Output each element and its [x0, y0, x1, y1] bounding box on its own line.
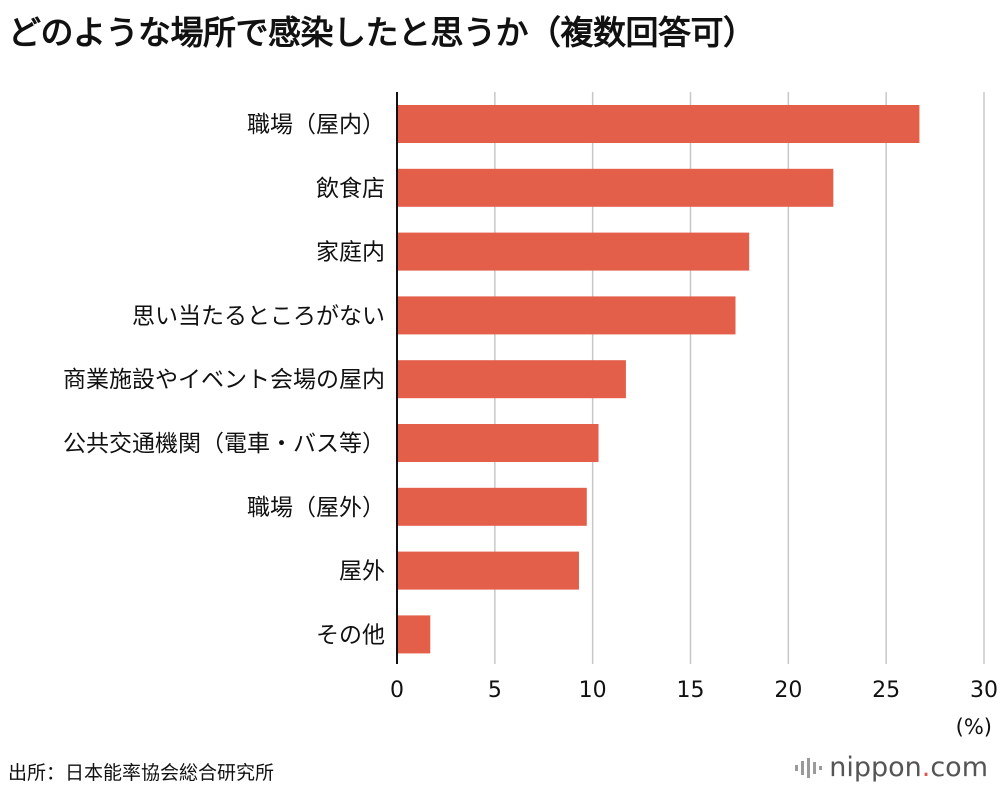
x-tick-label: 0: [390, 678, 404, 703]
bar: [397, 296, 736, 335]
brand-tld: com: [930, 752, 988, 783]
category-label: 公共交通機関（電車・バス等）: [63, 431, 385, 457]
source-note: 出所：日本能率協会総合研究所: [8, 762, 275, 784]
x-tick-label: 10: [579, 678, 607, 703]
category-label: 飲食店: [316, 176, 385, 202]
bar: [397, 424, 599, 462]
chart-title: どのような場所で感染したと思うか（複数回答可）: [8, 13, 756, 52]
category-label: 商業施設やイベント会場の屋内: [63, 367, 385, 393]
soundwave-icon: [795, 757, 823, 778]
x-tick-label: 15: [677, 678, 705, 703]
brand-name: nippon: [829, 752, 922, 783]
bar: [397, 487, 587, 526]
x-tick-label: 5: [488, 678, 502, 703]
brand-dot: .: [921, 752, 931, 783]
category-label: その他: [316, 622, 385, 648]
category-label: 家庭内: [316, 240, 385, 266]
x-tick-label: 25: [872, 678, 900, 703]
x-tick-label: 30: [970, 678, 998, 703]
category-label: 職場（屋外）: [247, 495, 385, 521]
category-label: 職場（屋内）: [247, 112, 385, 138]
bar-chart: 職場（屋内） 飲食店家庭内思い当たるところがない商業施設やイベント会場の屋内公共交…: [63, 92, 998, 739]
category-labels: 職場（屋内） 飲食店家庭内思い当たるところがない商業施設やイベント会場の屋内公共交…: [63, 112, 385, 648]
unit-label: (%): [956, 715, 992, 739]
bar: [397, 232, 750, 271]
category-label: 思い当たるところがない: [132, 303, 385, 329]
brand-logo: nippon. com: [793, 752, 988, 783]
bar: [397, 551, 579, 590]
bar: [397, 168, 834, 207]
x-axis-ticks: 0 5 10 15 20 25 30: [390, 678, 998, 703]
bars: [397, 105, 920, 654]
bar: [397, 105, 920, 143]
bar: [397, 615, 431, 654]
x-tick-label: 20: [774, 678, 802, 703]
category-label: 屋外: [339, 559, 385, 585]
bar: [397, 360, 626, 399]
